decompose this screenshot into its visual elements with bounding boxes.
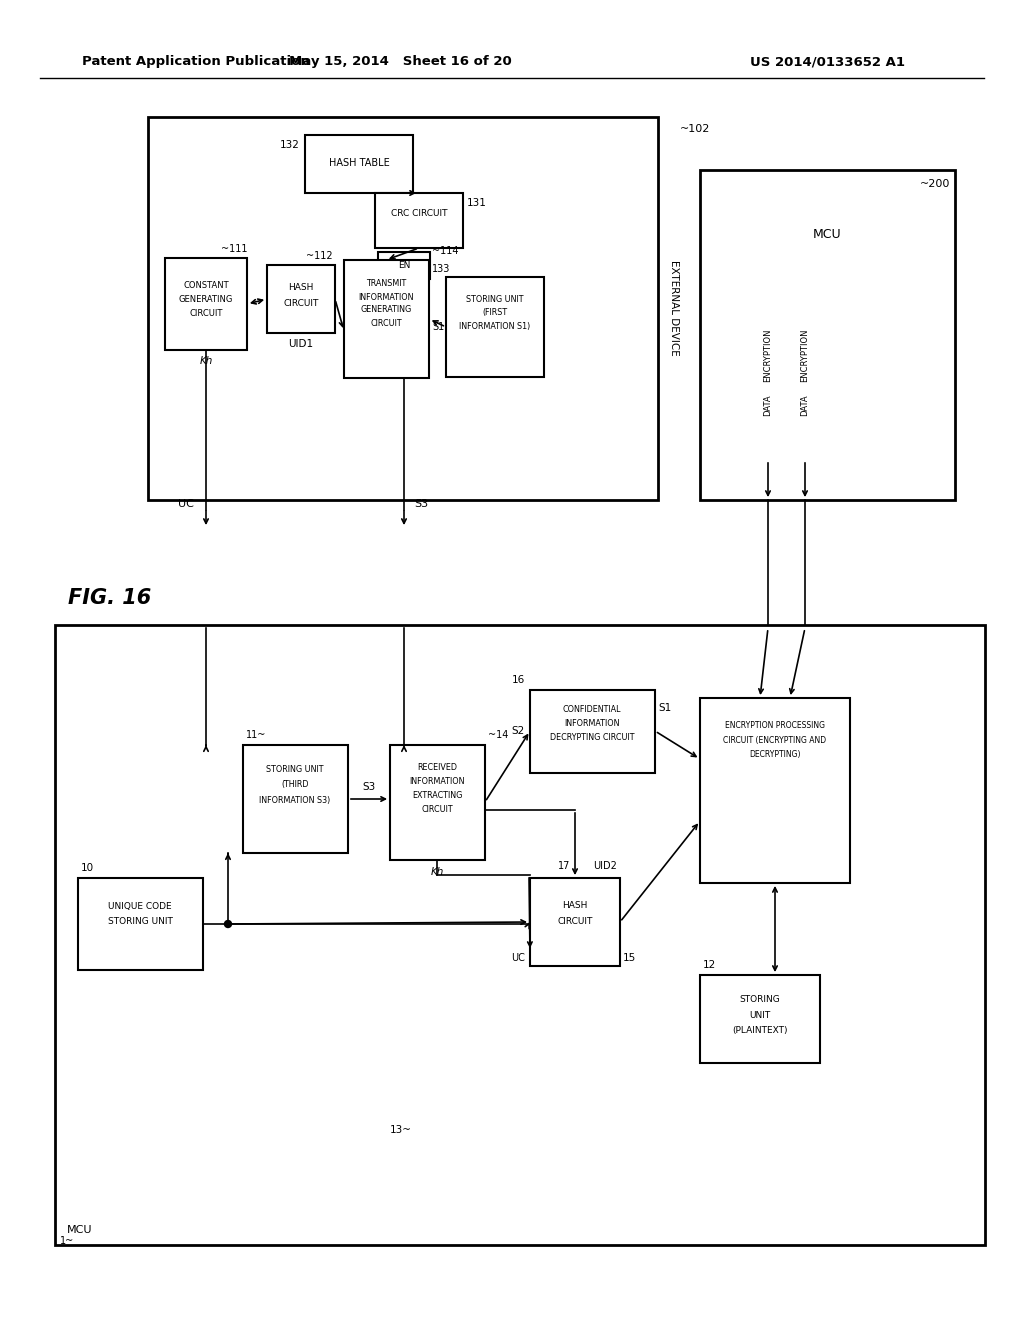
Bar [530,690,655,774]
Bar [243,744,348,853]
Text: CIRCUIT: CIRCUIT [421,804,453,813]
Text: UC: UC [178,499,194,510]
Text: STORING UNIT: STORING UNIT [466,294,523,304]
Bar [446,277,544,378]
Text: STORING UNIT: STORING UNIT [266,766,324,775]
Text: HASH TABLE: HASH TABLE [329,158,389,168]
Bar [370,671,805,1138]
Text: STORING: STORING [739,995,780,1005]
Text: FIG. 16: FIG. 16 [68,587,152,609]
Text: ~114: ~114 [432,246,459,256]
Text: INFORMATION: INFORMATION [358,293,414,301]
Bar [165,257,247,350]
Text: ENCRYPTION PROCESSING: ENCRYPTION PROCESSING [725,722,825,730]
Text: 131: 131 [467,198,486,209]
Bar [305,135,413,193]
Text: CIRCUIT: CIRCUIT [371,318,401,327]
Text: S2: S2 [512,726,525,737]
Bar [700,170,955,500]
Text: ENCRYPTION: ENCRYPTION [801,329,810,381]
Text: UC: UC [511,953,525,964]
Text: 16: 16 [512,675,525,685]
Text: UNIT: UNIT [750,1011,771,1019]
Text: HASH: HASH [289,282,313,292]
Text: MCU: MCU [813,228,842,242]
Bar [55,624,985,1245]
Text: 133: 133 [432,264,451,275]
Text: UID1: UID1 [289,339,313,348]
Text: DECRYPTING CIRCUIT: DECRYPTING CIRCUIT [550,734,634,742]
Bar [700,698,850,883]
Text: GENERATING: GENERATING [179,296,233,305]
Text: UID2: UID2 [593,861,616,871]
Text: TRANSMIT: TRANSMIT [366,280,407,289]
Text: ~111: ~111 [220,244,247,253]
Text: CONFIDENTIAL: CONFIDENTIAL [563,705,622,714]
Text: (FIRST: (FIRST [482,309,508,318]
Text: 12: 12 [703,960,716,970]
Text: EN: EN [397,260,411,269]
Text: 15: 15 [623,953,636,964]
Text: ~102: ~102 [680,124,711,135]
Text: GENERATING: GENERATING [360,305,412,314]
Bar [530,878,620,966]
Text: ~14: ~14 [488,730,508,741]
Text: 13~: 13~ [390,1125,412,1135]
Text: CIRCUIT (ENCRYPTING AND: CIRCUIT (ENCRYPTING AND [723,735,826,744]
Text: ENCRYPTION: ENCRYPTION [764,329,772,381]
Text: 1~: 1~ [60,1236,75,1246]
Text: MCU: MCU [67,1225,92,1236]
Text: RECEIVED: RECEIVED [417,763,457,771]
Text: Patent Application Publication: Patent Application Publication [82,55,309,69]
Text: S1: S1 [658,704,672,713]
Text: S3: S3 [414,499,428,510]
Text: May 15, 2014   Sheet 16 of 20: May 15, 2014 Sheet 16 of 20 [289,55,511,69]
Text: Kh: Kh [430,867,443,876]
Text: INFORMATION: INFORMATION [410,776,465,785]
Text: DATA: DATA [764,395,772,416]
Text: EXTERNAL DEVICE: EXTERNAL DEVICE [669,260,679,356]
Text: INFORMATION S3): INFORMATION S3) [259,796,331,804]
Text: ~200: ~200 [920,180,950,189]
Text: HASH: HASH [562,902,588,911]
Text: 11~: 11~ [246,730,266,741]
Bar [78,878,203,970]
Text: STORING UNIT: STORING UNIT [108,917,172,927]
Bar [378,252,430,279]
Text: INFORMATION: INFORMATION [564,719,620,729]
Bar [390,744,485,861]
Text: ~112: ~112 [306,251,333,261]
Text: CIRCUIT: CIRCUIT [557,917,593,927]
Text: 17: 17 [558,861,570,871]
Text: CRC CIRCUIT: CRC CIRCUIT [391,210,447,219]
Text: S3: S3 [362,781,376,792]
Text: UNIQUE CODE: UNIQUE CODE [109,902,172,911]
Text: EXTRACTING: EXTRACTING [412,791,462,800]
Bar [267,265,335,333]
Text: US 2014/0133652 A1: US 2014/0133652 A1 [750,55,905,69]
Bar [344,260,429,378]
Text: INFORMATION S1): INFORMATION S1) [460,322,530,331]
Circle shape [224,920,231,928]
Text: (PLAINTEXT): (PLAINTEXT) [732,1026,787,1035]
Text: CONSTANT: CONSTANT [183,281,228,290]
Text: CIRCUIT: CIRCUIT [284,298,318,308]
Text: 10: 10 [81,863,94,873]
Text: CIRCUIT: CIRCUIT [189,309,222,318]
Text: Kh: Kh [200,356,213,366]
Bar [148,117,658,500]
Bar [700,975,820,1063]
Bar [375,193,463,248]
Text: DATA: DATA [801,395,810,416]
Text: DECRYPTING): DECRYPTING) [750,750,801,759]
Text: 132: 132 [281,140,300,150]
Text: (THIRD: (THIRD [282,780,309,789]
Text: S1: S1 [432,322,444,333]
